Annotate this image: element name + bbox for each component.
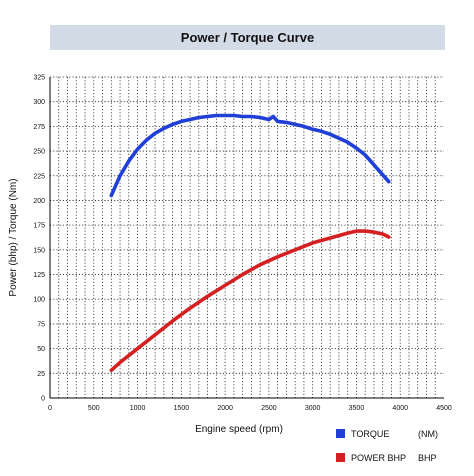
y-tick-label: 250: [33, 149, 45, 156]
series-line-power-bhp: [109, 229, 391, 373]
legend-entry-unit: (NM): [418, 429, 438, 439]
x-tick-label: 500: [88, 405, 100, 412]
y-tick-label: 0: [41, 396, 45, 403]
series-line-torque: [109, 113, 391, 198]
chart-title: Power / Torque Curve: [180, 30, 315, 45]
x-tick-label: 2000: [217, 405, 233, 412]
axes: [49, 77, 444, 399]
x-axis-label: Engine speed (rpm): [195, 424, 283, 435]
x-tick-label: 0: [48, 405, 52, 412]
legend-swatch: [336, 429, 345, 438]
plot-area: [50, 77, 444, 398]
y-tick-label: 125: [33, 272, 45, 279]
chart-title-bar: Power / Torque Curve: [50, 25, 445, 50]
x-tick-label: 1000: [130, 405, 146, 412]
y-tick-labels: 0 25 50 75 100 125 150 175 200 225 250 275 300 325: [33, 75, 45, 403]
y-tick-label: 100: [33, 297, 45, 304]
legend-entry-unit: BHP: [418, 453, 437, 463]
y-tick-label: 25: [37, 371, 45, 378]
x-tick-label: 3500: [349, 405, 365, 412]
y-tick-label: 225: [33, 173, 45, 180]
series-lines: [109, 113, 391, 373]
y-tick-label: 75: [37, 321, 45, 328]
x-tick-label: 3000: [305, 405, 321, 412]
y-axis-label: Power (bhp) / Torque (Nm): [8, 178, 19, 296]
grid: [50, 76, 444, 398]
x-tick-label: 2500: [261, 405, 277, 412]
legend-entry-name: POWER BHP: [351, 453, 406, 463]
y-tick-label: 300: [33, 99, 45, 106]
legend-entry-name: TORQUE: [351, 429, 389, 439]
y-tick-label: 150: [33, 247, 45, 254]
y-tick-label: 175: [33, 223, 45, 230]
y-tick-label: 200: [33, 198, 45, 205]
x-tick-label: 1500: [174, 405, 190, 412]
y-tick-label: 50: [37, 346, 45, 353]
y-tick-label: 325: [33, 75, 45, 82]
x-tick-label: 4000: [392, 405, 408, 412]
x-tick-label: 4500: [436, 405, 452, 412]
x-tick-labels: 0 500 1000 1500 2000 2500 3000 3500 4000 4500: [48, 405, 452, 412]
legend: TORQUE (NM) POWER BHP BHP: [336, 429, 438, 463]
y-tick-label: 275: [33, 124, 45, 131]
legend-swatch: [336, 453, 345, 462]
